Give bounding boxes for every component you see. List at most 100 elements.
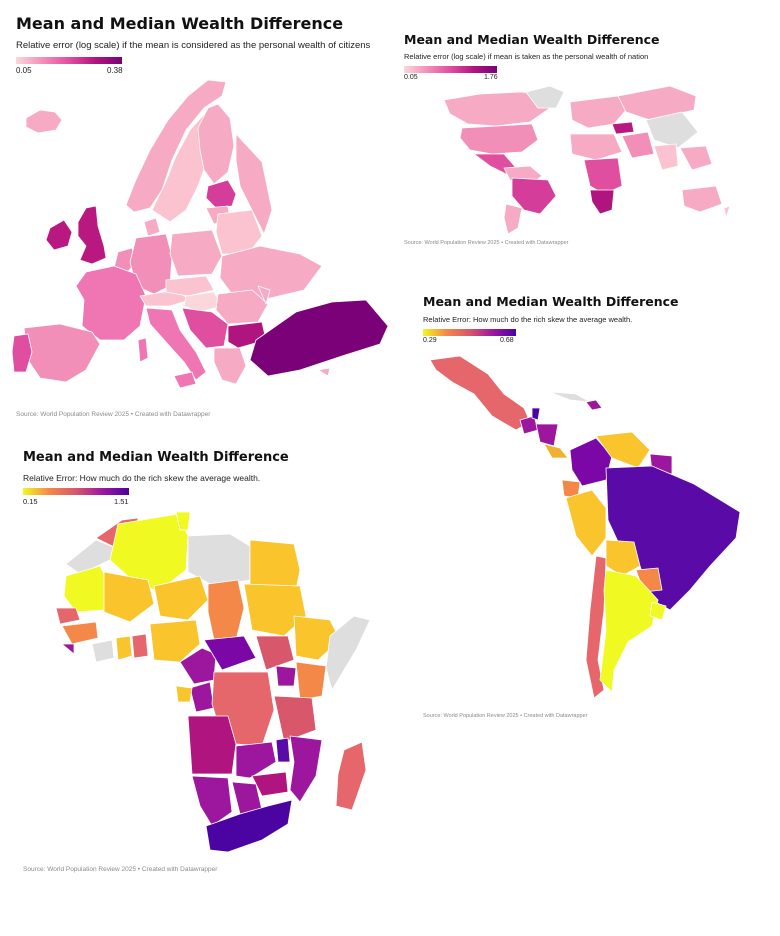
- region-southern-africa: [589, 189, 615, 215]
- region-sierra-leone: [61, 643, 75, 655]
- region-venezuela: [595, 431, 651, 469]
- region-southern-cone: [503, 203, 523, 235]
- latam-source-note: Source: World Population Review 2025 • C…: [423, 713, 588, 719]
- latam-legend-max: 0.68: [500, 337, 514, 344]
- region-greece: [213, 347, 247, 385]
- world-legend-max: 1.76: [484, 74, 498, 81]
- africa-legend-min: 0.15: [23, 497, 38, 506]
- region-estonia-latvia: [205, 179, 237, 209]
- region-denmark: [143, 217, 161, 237]
- region-alaska-canada: [443, 91, 551, 127]
- region-ghana: [131, 633, 149, 659]
- latam-map-panel: Mean and Median Wealth Difference Relati…: [400, 290, 780, 730]
- region-cameroon: [179, 647, 217, 685]
- region-uk: [77, 205, 107, 265]
- region-portugal: [11, 333, 33, 373]
- africa-source-note: Source: World Population Review 2025 • C…: [23, 866, 218, 873]
- europe-map: [11, 79, 389, 389]
- region-ukraine: [219, 245, 323, 301]
- region-russia-west: [235, 133, 273, 235]
- europe-legend-max: 0.38: [107, 66, 123, 75]
- region-sicily: [173, 371, 197, 389]
- region-southeast-asia: [679, 145, 713, 171]
- region-romania: [215, 289, 269, 325]
- region-brazil: [511, 177, 557, 215]
- region-car: [203, 635, 257, 671]
- europe-source-note: Source: World Population Review 2025 • C…: [16, 411, 211, 418]
- region-russia: [617, 85, 697, 121]
- region-turkey: [249, 299, 389, 377]
- region-bolivia: [605, 539, 641, 577]
- region-balkans: [181, 307, 229, 349]
- region-spain: [23, 323, 101, 383]
- region-norway: [125, 79, 227, 213]
- world-legend-gradient: [404, 66, 497, 73]
- region-kenya: [295, 661, 327, 701]
- region-belize: [531, 407, 541, 421]
- region-cuba: [549, 391, 591, 403]
- region-uruguay: [649, 601, 667, 621]
- world-source-note: Source: World Population Review 2025 • C…: [404, 240, 569, 246]
- region-malawi: [275, 737, 291, 763]
- region-new-zealand: [723, 205, 731, 219]
- europe-map-subtitle: Relative error (log scale) if the mean i…: [16, 40, 371, 51]
- region-namibia: [191, 775, 233, 827]
- africa-map-panel: Mean and Median Wealth Difference Relati…: [0, 440, 400, 920]
- region-mexico: [429, 355, 531, 431]
- region-south-africa: [205, 799, 293, 853]
- region-usa: [459, 123, 539, 155]
- latam-legend-gradient: [423, 329, 516, 336]
- europe-map-title: Mean and Median Wealth Difference: [16, 14, 344, 33]
- region-france: [75, 265, 147, 341]
- region-cote-divoire: [115, 635, 133, 661]
- region-east-asia-nodata: [645, 111, 699, 149]
- europe-legend-min: 0.05: [16, 66, 32, 75]
- region-south-sudan: [255, 635, 295, 671]
- europe-legend-gradient: [16, 57, 122, 64]
- region-cyprus: [317, 367, 331, 377]
- region-middle-east: [621, 131, 655, 159]
- region-north-africa: [569, 133, 623, 161]
- region-poland: [169, 229, 223, 277]
- region-australia: [681, 185, 723, 213]
- world-map-subtitle: Relative error (log scale) if mean is ta…: [404, 52, 649, 61]
- region-liberia: [91, 639, 115, 663]
- region-egypt: [249, 539, 301, 591]
- region-gabon-congo: [189, 681, 215, 713]
- region-dominican: [585, 399, 603, 411]
- latam-map: [429, 355, 741, 699]
- world-map: [443, 85, 731, 235]
- world-map-title: Mean and Median Wealth Difference: [404, 32, 660, 47]
- region-equatorial-guinea: [175, 685, 193, 703]
- region-ireland: [45, 219, 73, 251]
- africa-legend-gradient: [23, 488, 129, 495]
- region-germany: [129, 233, 173, 295]
- region-zambia: [235, 741, 277, 779]
- region-zimbabwe: [251, 771, 289, 797]
- latam-legend-min: 0.29: [423, 337, 437, 344]
- africa-map-subtitle: Relative Error: How much do the rich ske…: [23, 473, 261, 483]
- world-map-panel: Mean and Median Wealth Difference Relati…: [400, 0, 780, 290]
- region-senegal: [55, 607, 81, 625]
- region-nigeria: [149, 619, 201, 663]
- region-finland: [197, 103, 235, 185]
- region-costa-rica-panama: [543, 443, 569, 459]
- africa-map-title: Mean and Median Wealth Difference: [23, 450, 289, 465]
- region-central-africa: [583, 157, 623, 195]
- region-colombia: [569, 437, 613, 487]
- region-turkey-world: [611, 121, 635, 135]
- region-iceland: [25, 109, 63, 134]
- latam-map-title: Mean and Median Wealth Difference: [423, 294, 679, 309]
- region-mozambique: [289, 735, 323, 803]
- region-honduras-nicaragua: [535, 423, 559, 447]
- europe-map-panel: Mean and Median Wealth Difference Relati…: [0, 0, 400, 430]
- region-guinea: [61, 621, 99, 645]
- region-niger: [153, 575, 209, 621]
- africa-legend-max: 1.51: [114, 497, 129, 506]
- region-uganda: [275, 665, 297, 687]
- region-angola: [187, 715, 237, 775]
- region-tanzania: [273, 695, 317, 743]
- region-czechia-slovakia: [165, 275, 215, 297]
- region-chad: [207, 579, 245, 641]
- region-tunisia: [175, 511, 191, 531]
